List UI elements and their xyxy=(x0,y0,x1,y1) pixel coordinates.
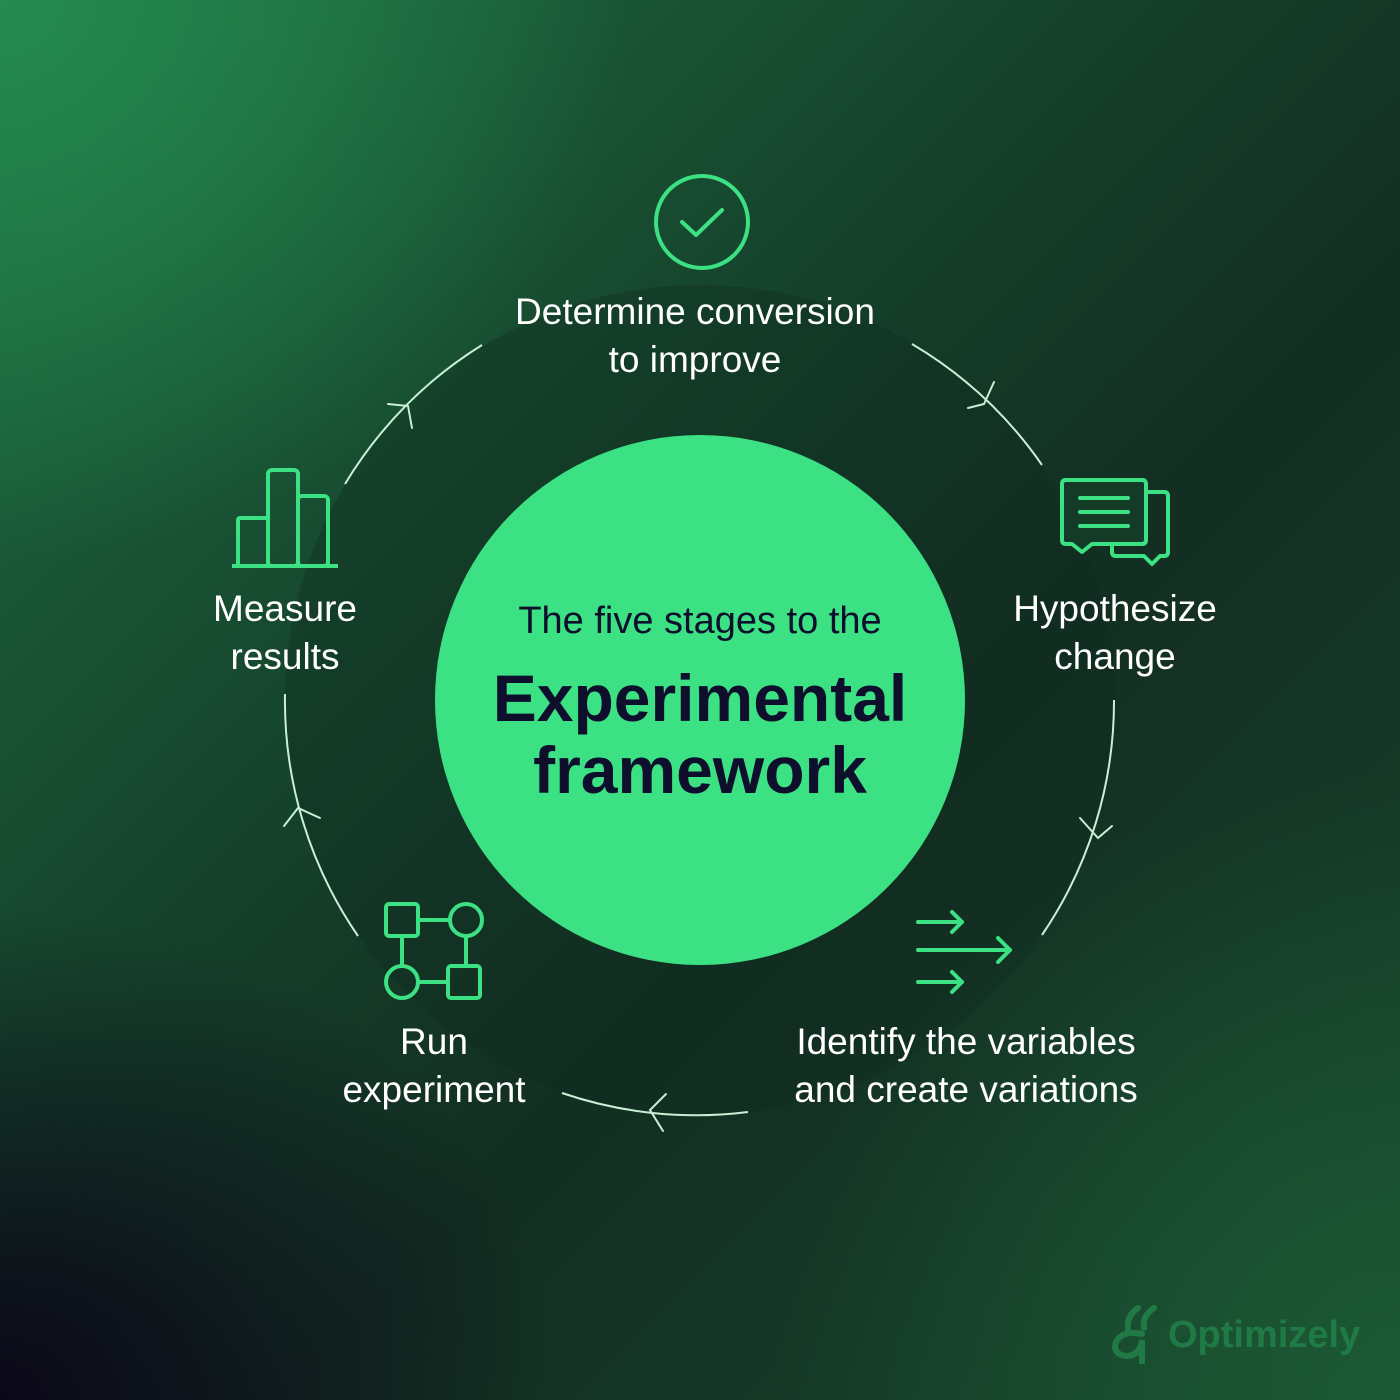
arrowhead-5 xyxy=(387,403,413,429)
stage-2-line-2: change xyxy=(1054,636,1176,677)
arc-1-to-2 xyxy=(911,343,1043,466)
stage-5-line-2: results xyxy=(230,636,340,677)
stage-hypothesize-change: Hypothesize change xyxy=(965,585,1265,681)
arc-2-to-3 xyxy=(1041,699,1116,936)
arrowhead-1 xyxy=(967,381,995,409)
stage-run-experiment: Run experiment xyxy=(304,1018,564,1114)
center-subtitle: The five stages to the xyxy=(518,600,882,642)
brand-name: Optimizely xyxy=(1168,1314,1361,1356)
bar-chart-icon xyxy=(232,468,338,568)
stage-3-line-1: Identify the variables xyxy=(796,1021,1136,1062)
stage-determine-conversion: Determine conversion to improve xyxy=(445,288,945,384)
center-title: Experimental framework xyxy=(435,662,965,806)
stage-1-line-2: to improve xyxy=(608,339,782,380)
stage-identify-variables: Identify the variables and create variat… xyxy=(756,1018,1176,1114)
chat-bubbles-icon xyxy=(1060,478,1170,566)
stage-1-line-1: Determine conversion xyxy=(515,291,875,332)
arrowhead-4 xyxy=(283,806,321,827)
stage-5-line-1: Measure xyxy=(213,588,357,629)
check-circle-icon xyxy=(654,174,750,270)
center-title-line-1: Experimental xyxy=(492,661,908,735)
arc-4-to-5 xyxy=(283,693,359,937)
cycle-arrowheads xyxy=(283,381,1113,1132)
arc-3-to-4 xyxy=(561,1092,749,1117)
stage-3-line-2: and create variations xyxy=(794,1069,1138,1110)
flowchart-icon xyxy=(384,902,484,1000)
center-circle xyxy=(435,435,965,965)
optimizely-logo-icon xyxy=(1112,1305,1157,1364)
stage-measure-results: Measure results xyxy=(160,585,410,681)
stage-2-line-1: Hypothesize xyxy=(1013,588,1217,629)
arrowhead-2 xyxy=(1079,817,1113,840)
stage-4-line-1: Run xyxy=(400,1021,468,1062)
arrowhead-3 xyxy=(648,1093,667,1132)
center-title-line-2: framework xyxy=(533,733,867,807)
arrows-right-icon xyxy=(916,910,1012,994)
stage-4-line-2: experiment xyxy=(342,1069,526,1110)
